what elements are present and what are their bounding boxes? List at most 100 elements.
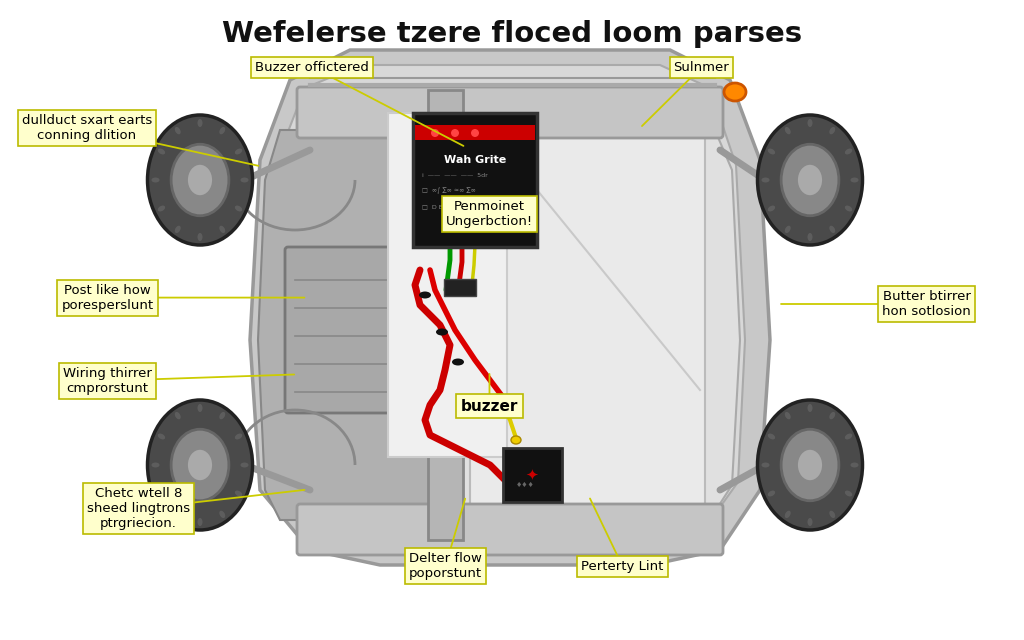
Ellipse shape: [768, 490, 775, 497]
Ellipse shape: [511, 436, 521, 444]
Ellipse shape: [198, 233, 203, 241]
Ellipse shape: [829, 412, 836, 419]
Text: Butter btirrer
hon sotlosion: Butter btirrer hon sotlosion: [883, 290, 971, 318]
PathPatch shape: [250, 50, 770, 565]
Ellipse shape: [147, 400, 253, 530]
FancyBboxPatch shape: [285, 247, 416, 413]
Ellipse shape: [845, 433, 852, 440]
Ellipse shape: [234, 490, 243, 497]
Ellipse shape: [175, 226, 180, 233]
Ellipse shape: [768, 148, 775, 154]
Circle shape: [451, 129, 459, 137]
Ellipse shape: [768, 205, 775, 211]
Text: ✦: ✦: [525, 467, 539, 483]
Text: buzzer: buzzer: [461, 399, 518, 414]
Ellipse shape: [241, 463, 249, 467]
Ellipse shape: [175, 511, 180, 518]
Ellipse shape: [808, 233, 812, 241]
Ellipse shape: [829, 226, 836, 233]
Ellipse shape: [186, 164, 213, 196]
FancyBboxPatch shape: [413, 113, 537, 247]
Text: Buzzer offictered: Buzzer offictered: [255, 61, 370, 74]
Ellipse shape: [851, 177, 858, 182]
Circle shape: [471, 129, 479, 137]
Ellipse shape: [219, 511, 225, 518]
Ellipse shape: [784, 127, 791, 134]
Ellipse shape: [198, 518, 203, 526]
Ellipse shape: [784, 511, 791, 518]
Text: □  D BMLES: □ D BMLES: [422, 205, 460, 209]
Bar: [415, 125, 535, 140]
Ellipse shape: [158, 490, 165, 497]
Ellipse shape: [171, 429, 229, 500]
Ellipse shape: [829, 127, 836, 134]
FancyBboxPatch shape: [388, 113, 507, 457]
Ellipse shape: [768, 433, 775, 440]
Bar: [428, 90, 463, 540]
Ellipse shape: [219, 226, 225, 233]
PathPatch shape: [258, 130, 430, 520]
Ellipse shape: [436, 328, 449, 335]
Ellipse shape: [175, 127, 180, 134]
Text: Perterty Lint: Perterty Lint: [582, 560, 664, 573]
FancyBboxPatch shape: [470, 115, 705, 525]
Ellipse shape: [219, 127, 225, 134]
Ellipse shape: [758, 400, 862, 530]
Text: Wiring thirrer
cmprorstunt: Wiring thirrer cmprorstunt: [63, 367, 152, 395]
Text: i  ——  ——  ——  5dr: i —— —— —— 5dr: [422, 173, 487, 177]
Ellipse shape: [797, 449, 823, 481]
Ellipse shape: [234, 205, 243, 211]
Ellipse shape: [808, 518, 812, 526]
Ellipse shape: [781, 429, 839, 500]
Text: dullduct sxart earts
conning dlition: dullduct sxart earts conning dlition: [22, 114, 153, 142]
Ellipse shape: [241, 177, 249, 182]
PathPatch shape: [460, 95, 740, 535]
Text: Post like how
poresperslunt: Post like how poresperslunt: [61, 284, 154, 312]
Ellipse shape: [219, 412, 225, 419]
Ellipse shape: [419, 291, 431, 298]
Ellipse shape: [781, 144, 839, 216]
Ellipse shape: [851, 463, 858, 467]
Text: Penmoinet
Ungerbction!: Penmoinet Ungerbction!: [445, 200, 534, 228]
Ellipse shape: [724, 83, 746, 101]
Text: ♦♦♦: ♦♦♦: [516, 482, 535, 488]
FancyBboxPatch shape: [444, 279, 476, 296]
Ellipse shape: [784, 412, 791, 419]
Ellipse shape: [234, 148, 243, 154]
FancyBboxPatch shape: [503, 448, 562, 502]
Circle shape: [431, 129, 439, 137]
FancyBboxPatch shape: [297, 504, 723, 555]
Ellipse shape: [158, 205, 165, 211]
Ellipse shape: [186, 449, 213, 481]
Ellipse shape: [758, 115, 862, 245]
Text: Wah Grite: Wah Grite: [443, 155, 506, 165]
Text: Sulnmer: Sulnmer: [674, 61, 729, 74]
Ellipse shape: [152, 463, 160, 467]
FancyBboxPatch shape: [297, 87, 723, 138]
Ellipse shape: [808, 404, 812, 412]
Ellipse shape: [147, 115, 253, 245]
Text: □  ∞∫ ∑∞ ≈∞ ∑∞: □ ∞∫ ∑∞ ≈∞ ∑∞: [422, 188, 476, 194]
Ellipse shape: [762, 463, 769, 467]
Ellipse shape: [152, 177, 160, 182]
PathPatch shape: [266, 65, 745, 548]
Ellipse shape: [452, 358, 464, 365]
Ellipse shape: [175, 412, 180, 419]
Ellipse shape: [845, 148, 852, 154]
Ellipse shape: [171, 144, 229, 216]
Text: Delter flow
poporstunt: Delter flow poporstunt: [409, 552, 482, 580]
Ellipse shape: [158, 433, 165, 440]
Ellipse shape: [784, 226, 791, 233]
Ellipse shape: [829, 511, 836, 518]
Ellipse shape: [845, 490, 852, 497]
Ellipse shape: [797, 164, 823, 196]
Ellipse shape: [808, 119, 812, 127]
Text: Wefelerse tzere floced loom parses: Wefelerse tzere floced loom parses: [222, 20, 802, 48]
Ellipse shape: [845, 205, 852, 211]
Ellipse shape: [762, 177, 769, 182]
Ellipse shape: [198, 404, 203, 412]
Text: Chetc wtell 8
sheed lingtrons
ptrgriecion.: Chetc wtell 8 sheed lingtrons ptrgriecio…: [87, 487, 189, 531]
Ellipse shape: [158, 148, 165, 154]
Ellipse shape: [198, 119, 203, 127]
Ellipse shape: [234, 433, 243, 440]
